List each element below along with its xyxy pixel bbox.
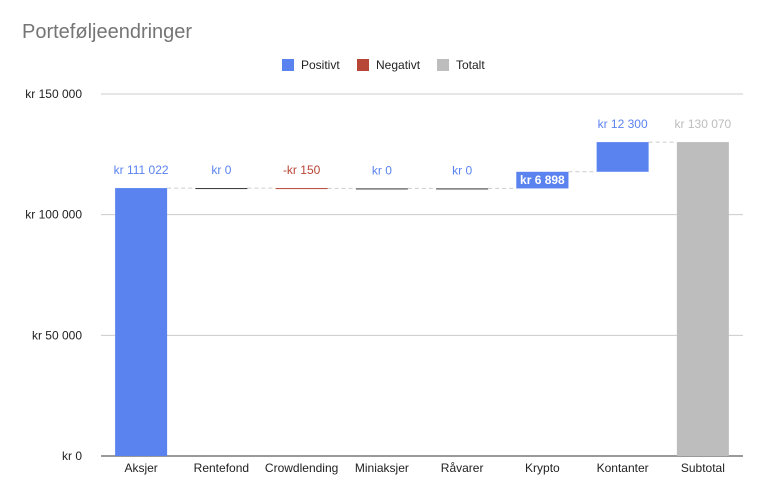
legend-swatch-total <box>437 59 449 71</box>
legend-swatch-positive <box>282 59 294 71</box>
legend: Positivt Negativt Totalt <box>282 58 485 72</box>
data-label-subtotal: kr 130 070 <box>675 117 732 131</box>
y-tick-label: kr 150 000 <box>25 87 82 101</box>
bar-rentefond <box>195 188 248 190</box>
x-tick-label: Råvarer <box>441 461 484 475</box>
y-tick-label: kr 100 000 <box>25 208 82 222</box>
data-label-krypto: kr 6 898 <box>520 173 565 187</box>
data-label-aksjer: kr 111 022 <box>114 163 169 177</box>
x-tick-label: Crowdlending <box>265 461 338 475</box>
chart-title: Porteføljeendringer <box>22 21 192 43</box>
bar-aksjer <box>115 188 168 457</box>
data-label-rentefond: kr 0 <box>211 163 231 177</box>
gridlines <box>101 93 743 457</box>
x-tick-label: Krypto <box>525 461 560 475</box>
data-label-kontanter: kr 12 300 <box>598 117 648 131</box>
data-label-råvarer: kr 0 <box>452 163 472 177</box>
bars <box>115 142 729 457</box>
connector-lines <box>167 141 677 189</box>
x-tick-label: Aksjer <box>124 461 157 475</box>
legend-label-positive: Positivt <box>301 58 340 72</box>
data-labels: kr 111 022 kr 0 -kr 150 kr 0 kr 0 kr 6 898 kr … <box>114 117 732 189</box>
data-label-crowdlending: -kr 150 <box>283 163 321 177</box>
x-tick-label: Miniaksjer <box>355 461 409 475</box>
y-tick-label: kr 50 000 <box>32 328 82 342</box>
x-tick-label: Kontanter <box>597 461 649 475</box>
bar-kontanter <box>596 142 649 172</box>
data-label-miniaksjer: kr 0 <box>372 163 392 177</box>
bar-subtotal <box>676 142 729 457</box>
bar-crowdlending <box>275 188 328 190</box>
legend-label-total: Totalt <box>456 58 485 72</box>
legend-swatch-negative <box>357 59 369 71</box>
bar-råvarer <box>436 188 489 190</box>
y-axis-ticks: kr 0 kr 50 000 kr 100 000 kr 150 000 <box>25 87 82 463</box>
x-tick-label: Subtotal <box>681 461 725 475</box>
y-tick-label: kr 0 <box>62 449 82 463</box>
x-axis-ticks: Aksjer Rentefond Crowdlending Miniaksjer Råv… <box>124 461 724 475</box>
bar-miniaksjer <box>355 188 408 190</box>
x-tick-label: Rentefond <box>194 461 249 475</box>
data-label-box <box>516 172 569 189</box>
legend-label-negative: Negativt <box>376 58 421 72</box>
